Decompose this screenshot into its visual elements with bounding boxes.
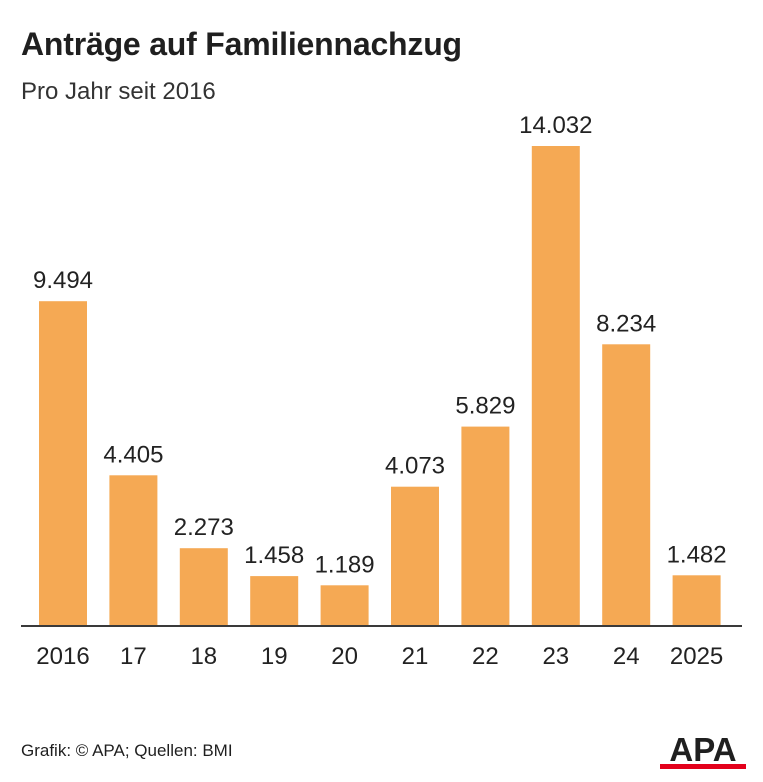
bar-20: [320, 585, 369, 626]
bars-group: [39, 146, 721, 626]
x-tick-label-18: 18: [190, 643, 217, 670]
x-tick-label-24: 24: [613, 643, 640, 670]
value-labels-group: 9.494 4.405 2.273 1.458 1.189 4.073 5.829 14.03…: [33, 112, 727, 578]
bar-22: [461, 426, 510, 626]
value-label-2025: 1.482: [667, 541, 727, 568]
value-label-24: 8.234: [596, 310, 656, 337]
bar-17: [109, 475, 158, 626]
value-label-18: 2.273: [174, 514, 234, 541]
bar-18: [179, 548, 228, 626]
bar-24: [602, 344, 651, 626]
bar-23: [531, 146, 580, 626]
chart-subtitle: Pro Jahr seit 2016: [21, 78, 216, 105]
value-label-21: 4.073: [385, 453, 445, 480]
x-tick-label-23: 23: [542, 643, 569, 670]
x-tick-label-21: 21: [402, 643, 429, 670]
apa-logo-bar: [660, 764, 746, 769]
bar-21: [391, 486, 439, 626]
x-tick-label-19: 19: [261, 643, 288, 670]
apa-logo-text: APA: [669, 731, 736, 768]
x-tick-label-22: 22: [472, 643, 499, 670]
value-label-17: 4.405: [103, 441, 163, 468]
x-tick-label-2025: 2025: [670, 643, 723, 670]
bar-19: [250, 576, 299, 626]
value-label-2016: 9.494: [33, 267, 93, 294]
value-label-20: 1.189: [315, 551, 375, 578]
value-label-22: 5.829: [455, 393, 515, 420]
x-tick-label-2016: 2016: [36, 643, 89, 670]
x-tick-label-20: 20: [331, 643, 358, 670]
x-tick-labels-group: 2016 17 18 19 20 21 22 23 24 2025: [36, 643, 723, 670]
bar-2025: [672, 575, 721, 626]
value-label-23: 14.032: [519, 112, 592, 139]
chart-title: Anträge auf Familiennachzug: [21, 26, 462, 62]
value-label-19: 1.458: [244, 542, 304, 569]
x-tick-label-17: 17: [120, 643, 147, 670]
apa-logo: APA: [660, 731, 746, 769]
bar-2016: [39, 301, 87, 626]
source-credit: Grafik: © APA; Quellen: BMI: [21, 741, 233, 760]
